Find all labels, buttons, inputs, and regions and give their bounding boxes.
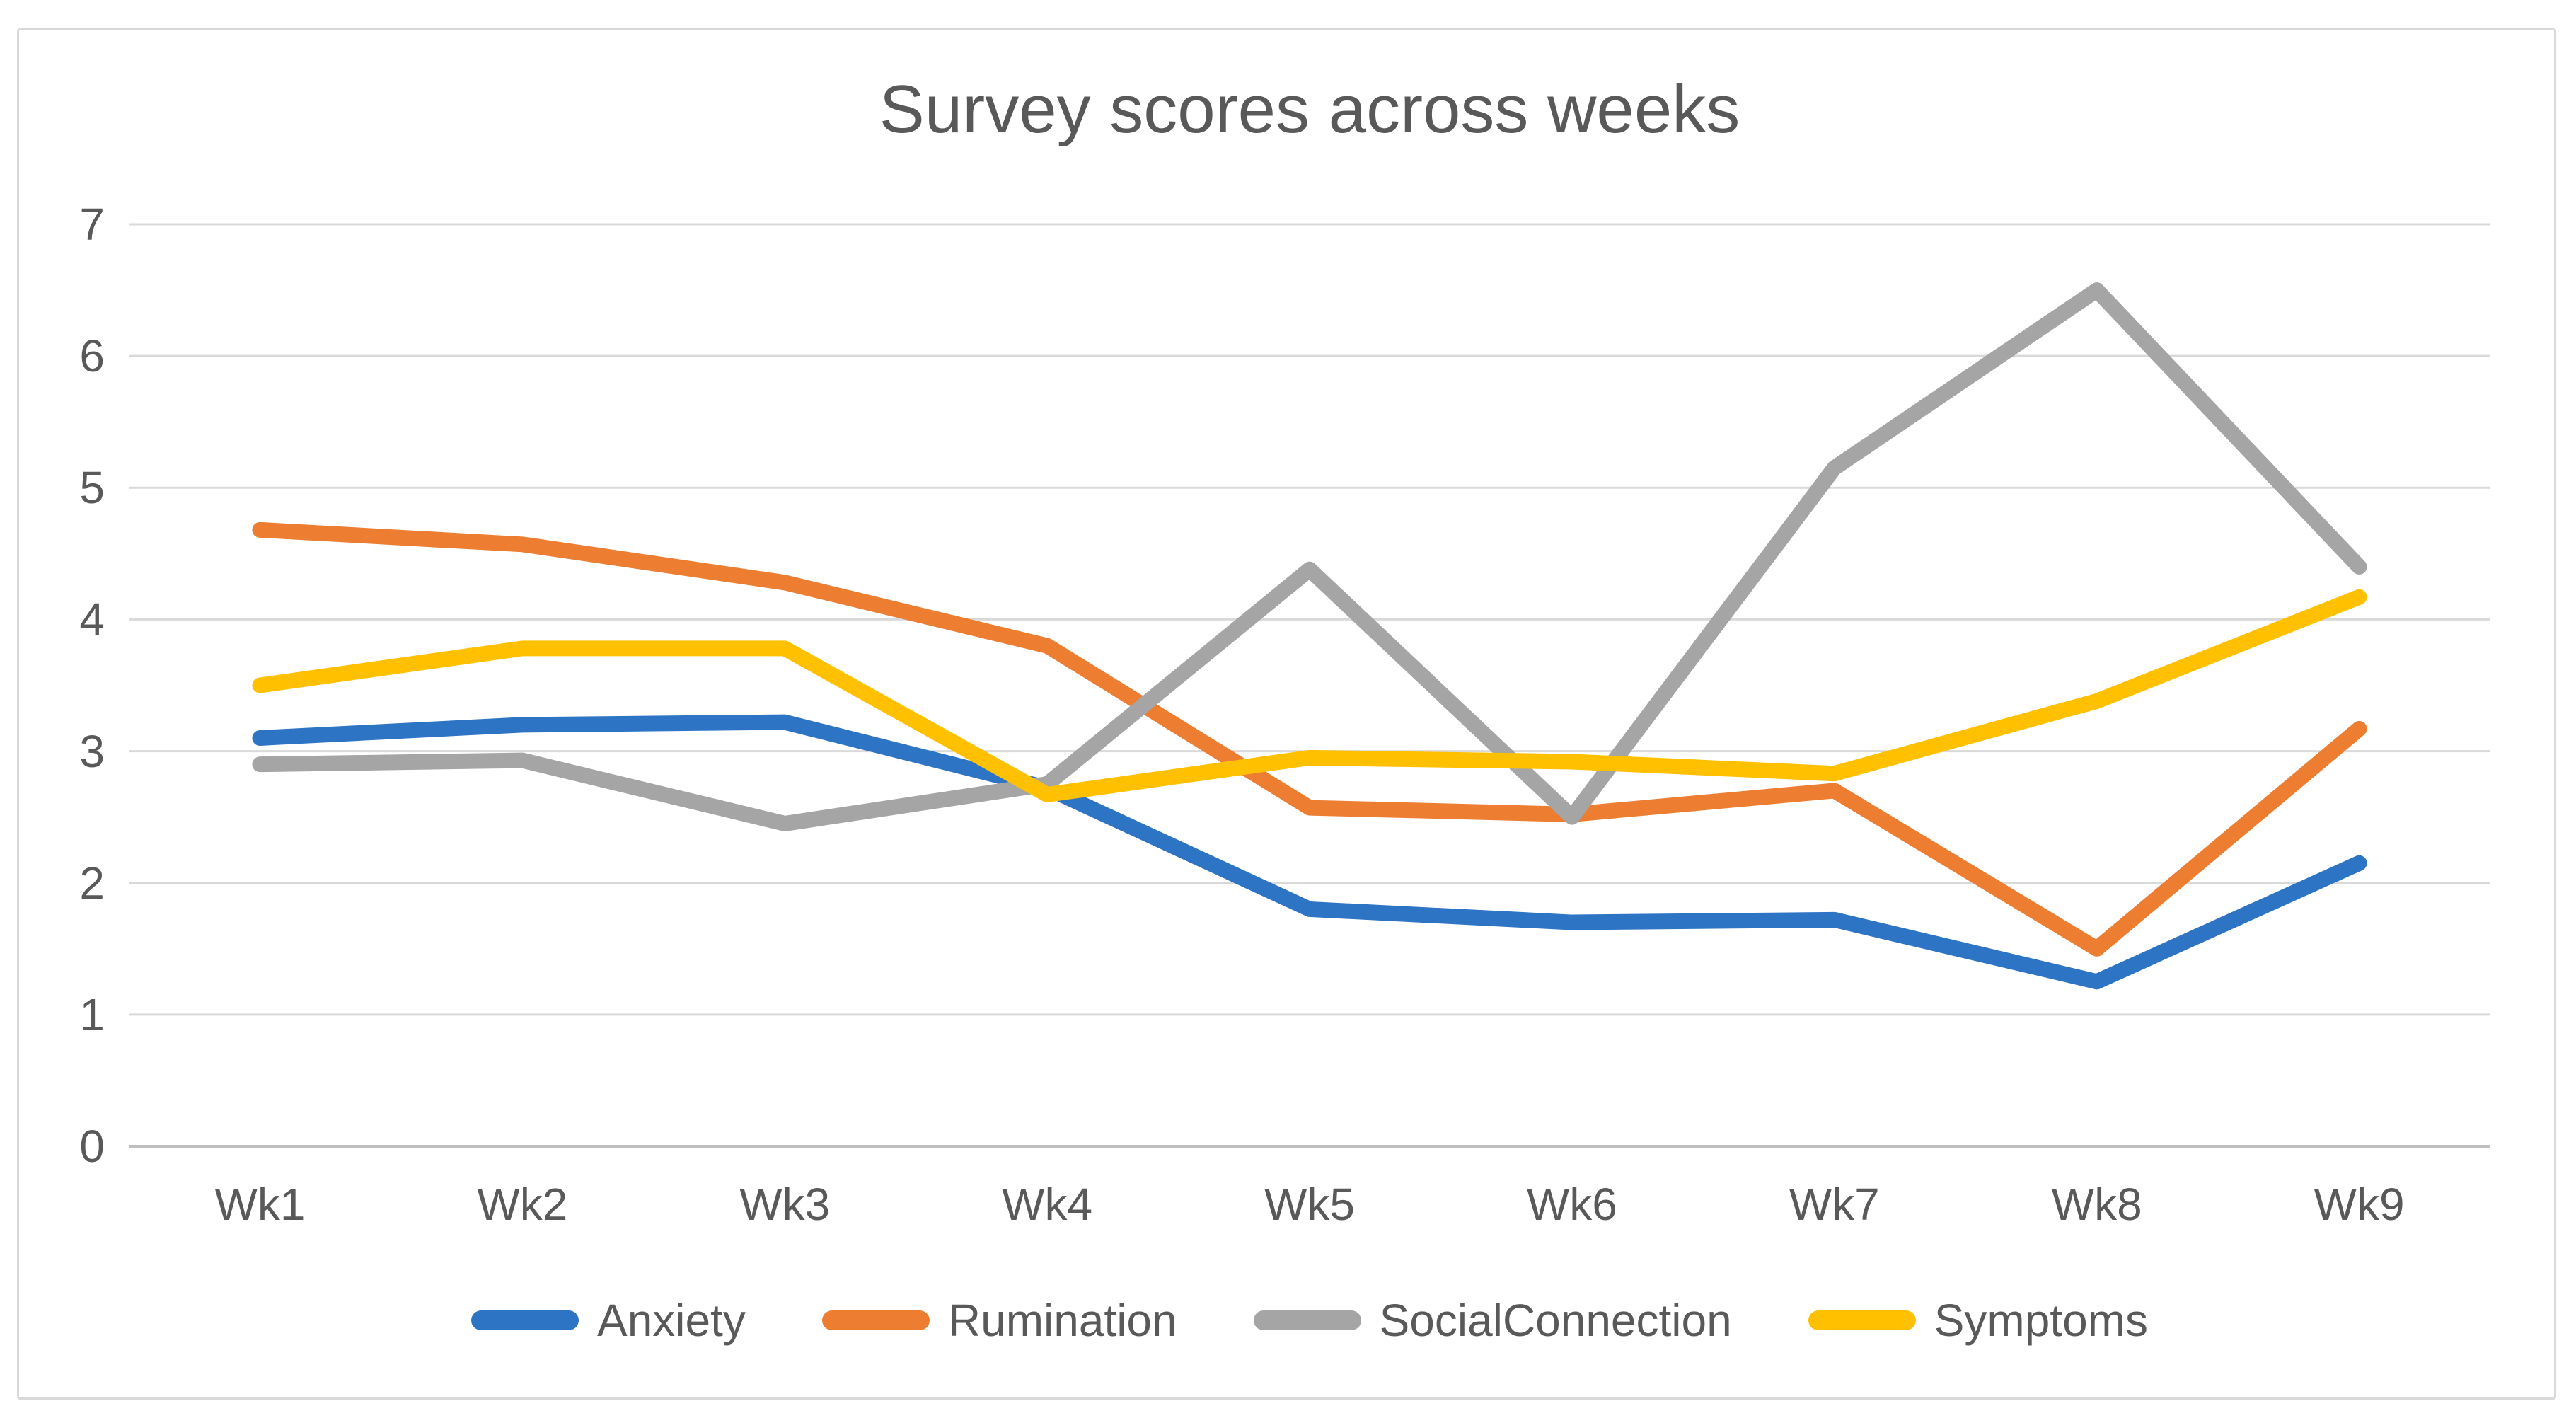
legend-item-socialconnection: SocialConnection (1253, 1292, 1732, 1349)
y-tick-label: 5 (79, 462, 105, 514)
y-tick-label: 2 (79, 857, 105, 909)
x-tick-label: Wk5 (1264, 1179, 1355, 1230)
legend-label: SocialConnection (1379, 1295, 1732, 1346)
series-line-anxiety (252, 714, 2367, 990)
x-tick-label: Wk7 (1789, 1179, 1880, 1230)
x-tick-label: Wk6 (1526, 1179, 1617, 1230)
legend: Anxiety Rumination SocialConnection Symptom… (129, 1292, 2490, 1349)
x-tick-label: Wk8 (2051, 1179, 2142, 1230)
legend-item-rumination: Rumination (821, 1292, 1177, 1349)
y-tick-label: 3 (79, 725, 105, 777)
legend-item-symptoms: Symptoms (1808, 1292, 2148, 1349)
x-tick-label: Wk4 (1002, 1179, 1093, 1230)
series-line-rumination (252, 521, 2367, 957)
legend-swatch-anxiety (471, 1310, 579, 1330)
x-tick-label: Wk3 (739, 1179, 831, 1230)
legend-swatch-socialconnection (1253, 1310, 1361, 1330)
chart-title: Survey scores across weeks (879, 71, 1740, 147)
series-line-socialconnection (252, 282, 2367, 831)
y-tick-label: 7 (79, 199, 105, 250)
y-tick-label: 1 (79, 988, 105, 1040)
legend-item-anxiety: Anxiety (471, 1292, 746, 1349)
legend-label: Rumination (947, 1295, 1177, 1346)
y-tick-label: 0 (79, 1121, 105, 1172)
x-tick-label: Wk9 (2314, 1179, 2405, 1230)
legend-swatch-symptoms (1808, 1310, 1916, 1330)
y-tick-label: 6 (79, 330, 105, 382)
legend-swatch-rumination (821, 1310, 930, 1330)
series-line-symptoms (252, 589, 2367, 802)
y-tick-label: 4 (79, 594, 105, 645)
x-tick-label: Wk1 (214, 1179, 306, 1230)
legend-label: Symptoms (1934, 1295, 2148, 1346)
legend-label: Anxiety (597, 1295, 746, 1346)
x-tick-label: Wk2 (477, 1179, 568, 1230)
